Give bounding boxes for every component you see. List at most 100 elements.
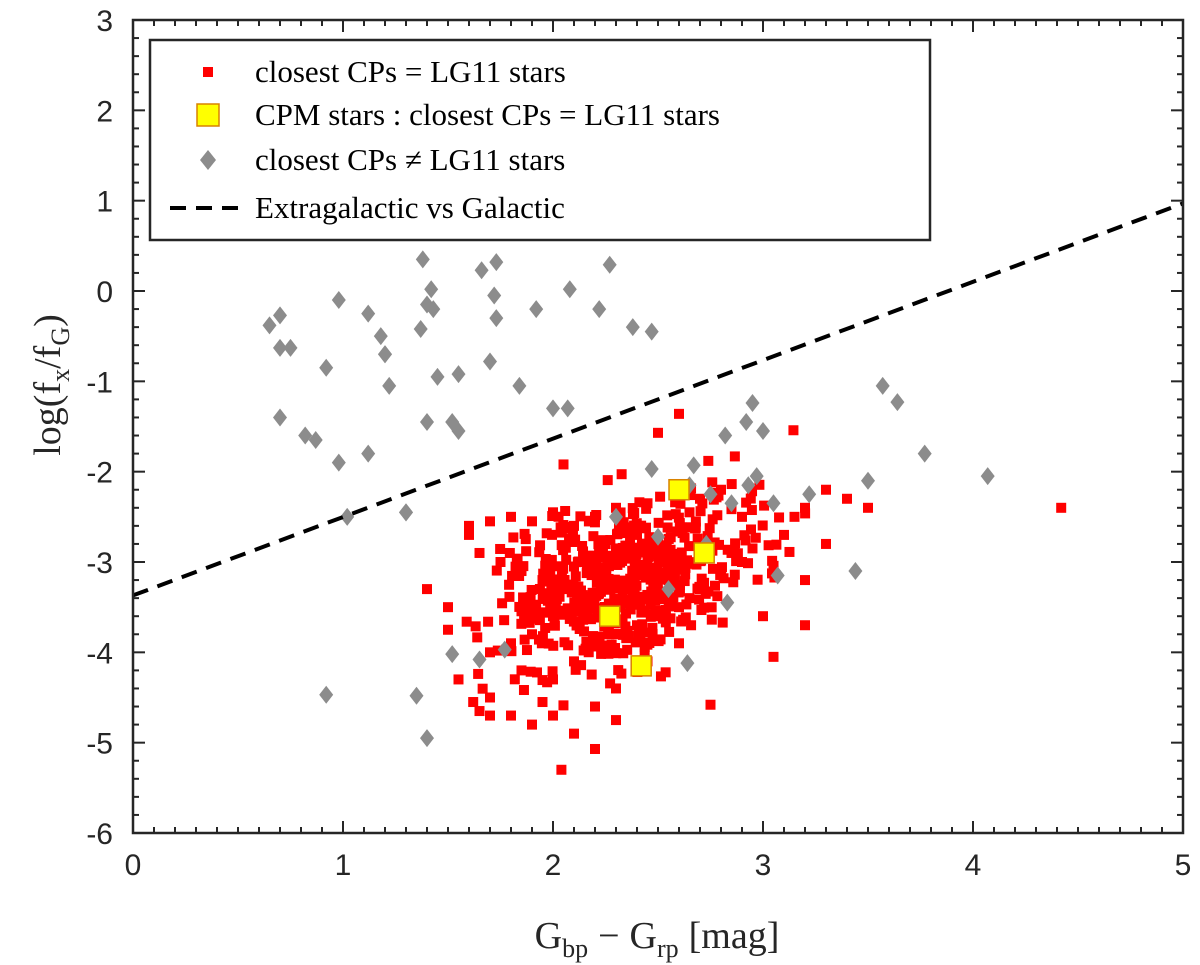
gray-diamond-point bbox=[560, 399, 575, 418]
red-square-point bbox=[642, 627, 653, 638]
gray-diamond-point bbox=[487, 286, 502, 305]
gray-diamond-point bbox=[273, 408, 287, 427]
red-square-point bbox=[640, 572, 651, 583]
red-square-point bbox=[554, 591, 565, 602]
red-square-point bbox=[703, 586, 714, 597]
red-square-point bbox=[485, 647, 495, 658]
red-square-point bbox=[596, 648, 607, 659]
red-square-point bbox=[674, 602, 684, 613]
gray-diamond-point bbox=[445, 645, 460, 664]
red-square-point bbox=[560, 542, 571, 553]
y-tick-label: -6 bbox=[86, 818, 113, 851]
red-square-point bbox=[699, 577, 710, 588]
red-square-point bbox=[578, 645, 589, 656]
red-square-point bbox=[665, 613, 676, 624]
red-square-point bbox=[800, 502, 810, 513]
red-square-point bbox=[629, 575, 640, 586]
gray-diamond-point bbox=[308, 431, 323, 450]
red-square-point bbox=[596, 542, 607, 553]
gray-diamond-point bbox=[848, 562, 863, 581]
red-square-point bbox=[702, 531, 713, 542]
red-square-point bbox=[538, 568, 549, 579]
red-square-point bbox=[800, 575, 810, 586]
extragalactic-boundary-line bbox=[132, 201, 1184, 598]
red-square-point bbox=[716, 562, 727, 573]
red-square-point bbox=[1056, 502, 1067, 513]
gray-diamond-point bbox=[745, 394, 760, 413]
red-square-point bbox=[525, 592, 536, 603]
red-square-point bbox=[729, 569, 740, 580]
y-tick-label: -1 bbox=[86, 366, 113, 399]
x-tick-label: 3 bbox=[755, 849, 772, 882]
red-square-point bbox=[759, 500, 770, 511]
red-square-point bbox=[650, 595, 661, 606]
gray-diamond-point bbox=[361, 444, 376, 463]
red-square-point bbox=[679, 532, 690, 543]
gray-diamond-point bbox=[602, 255, 617, 274]
red-square-point bbox=[763, 540, 774, 551]
red-square-point bbox=[443, 624, 453, 635]
red-square-point bbox=[535, 540, 546, 551]
red-square-point bbox=[558, 563, 569, 574]
red-square-point bbox=[504, 579, 515, 590]
data-marks bbox=[132, 201, 1184, 775]
red-square-point bbox=[705, 699, 716, 710]
red-square-point bbox=[521, 645, 532, 656]
red-square-point bbox=[647, 622, 658, 633]
red-square-point bbox=[655, 541, 666, 552]
red-square-point bbox=[726, 479, 737, 490]
gray-diamond-point bbox=[298, 426, 313, 445]
y-tick-label: 2 bbox=[96, 95, 113, 128]
gray-diamond-point bbox=[489, 309, 504, 328]
red-square-point bbox=[537, 593, 548, 604]
red-square-point bbox=[642, 539, 653, 550]
red-square-point bbox=[560, 505, 571, 516]
red-square-point bbox=[699, 602, 710, 613]
red-square-point bbox=[625, 524, 636, 535]
red-square-point bbox=[684, 522, 695, 533]
red-square-point bbox=[561, 554, 572, 565]
gray-diamond-point bbox=[413, 319, 428, 338]
red-square-point bbox=[564, 613, 575, 624]
red-square-point bbox=[697, 498, 708, 509]
red-square-point bbox=[547, 529, 558, 540]
red-square-point bbox=[745, 493, 756, 504]
red-square-point bbox=[642, 498, 653, 509]
red-square-point bbox=[581, 636, 592, 647]
red-square-point bbox=[758, 611, 768, 622]
red-square-point bbox=[747, 543, 758, 554]
x-tick-label: 4 bbox=[965, 849, 982, 882]
red-square-point bbox=[615, 575, 626, 586]
red-square-point bbox=[675, 498, 686, 509]
red-square-point bbox=[681, 599, 692, 610]
red-square-point bbox=[768, 560, 779, 571]
red-square-point bbox=[523, 600, 534, 611]
red-square-point bbox=[518, 561, 529, 572]
red-square-point bbox=[548, 710, 558, 721]
red-square-point bbox=[641, 503, 652, 514]
gray-diamond-point bbox=[409, 686, 424, 705]
red-square-point bbox=[684, 507, 695, 518]
red-square-point bbox=[653, 427, 663, 438]
x-axis-title: Gbp − Grp [mag] bbox=[535, 915, 780, 963]
red-square-point bbox=[757, 520, 768, 531]
red-square-point bbox=[663, 533, 674, 544]
red-square-point bbox=[631, 599, 642, 610]
red-square-point bbox=[660, 604, 671, 615]
red-square-point bbox=[750, 532, 761, 543]
red-square-point bbox=[525, 666, 536, 677]
red-square-point bbox=[636, 538, 647, 549]
red-square-point bbox=[679, 576, 690, 587]
red-square-point bbox=[662, 522, 673, 533]
red-square-point bbox=[653, 605, 664, 616]
red-square-point bbox=[660, 667, 671, 678]
red-square-point bbox=[507, 570, 518, 581]
red-square-point bbox=[634, 497, 645, 508]
legend-label: CPM stars : closest CPs = LG11 stars bbox=[255, 97, 720, 132]
red-square-point bbox=[531, 667, 542, 678]
red-square-point bbox=[558, 700, 569, 711]
legend-label: closest CPs ≠ LG11 stars bbox=[255, 142, 565, 177]
red-square-point bbox=[747, 486, 758, 497]
red-square-point bbox=[556, 764, 567, 775]
red-square-point bbox=[604, 629, 615, 640]
